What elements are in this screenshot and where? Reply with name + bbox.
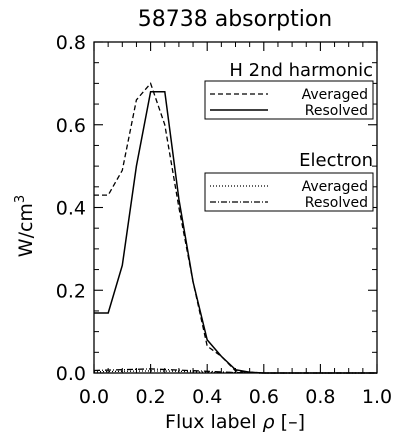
x-tick-label: 0.2 bbox=[135, 386, 165, 408]
x-axis-label-text: Flux label bbox=[165, 411, 256, 433]
x-tick-label: 1.0 bbox=[362, 386, 392, 408]
x-tick-label: 0.4 bbox=[192, 386, 222, 408]
legend-label-electron-resolved: Resolved bbox=[305, 195, 368, 211]
series-line-h-2nd-harmonic-resolved bbox=[94, 90, 377, 374]
legend-label-h2-resolved: Resolved bbox=[305, 103, 368, 119]
y-tick-label: 0.0 bbox=[56, 363, 86, 385]
y-tick-label: 0.2 bbox=[56, 280, 86, 302]
y-tick-label: 0.8 bbox=[56, 32, 86, 54]
x-axis-label-unit: [–] bbox=[281, 411, 305, 433]
legend-label-electron-averaged: Averaged bbox=[302, 179, 368, 195]
x-tick-label: 0.0 bbox=[79, 386, 109, 408]
legend-box-h2 bbox=[204, 80, 374, 120]
y-axis-label-text: W/cm bbox=[15, 203, 37, 257]
legend-heading-h2: H 2nd harmonic bbox=[229, 60, 373, 81]
y-tick-label: 0.6 bbox=[56, 115, 86, 137]
legend-heading-electron: Electron bbox=[299, 150, 373, 171]
axes: 0.0 0.2 0.4 0.6 0.8 1.0 0.0 0.2 0.4 0.6 0.8 bbox=[56, 32, 392, 408]
legend-box-electron bbox=[204, 172, 374, 212]
legend-label-h2-averaged: Averaged bbox=[302, 87, 368, 103]
series-line-electron-resolved bbox=[93, 368, 377, 374]
chart-title: 58738 absorption bbox=[138, 7, 333, 32]
x-tick-label: 0.6 bbox=[249, 386, 279, 408]
series-line-h-2nd-harmonic-averaged bbox=[94, 82, 377, 374]
y-tick-label: 0.4 bbox=[56, 198, 86, 220]
x-axis-label: Flux label ρ [–] bbox=[165, 411, 305, 433]
x-axis-label-symbol: ρ bbox=[263, 411, 275, 433]
x-tick-label: 0.8 bbox=[305, 386, 335, 408]
y-axis-label: W/cm3 bbox=[13, 195, 37, 257]
y-axis-label-exponent: 3 bbox=[13, 195, 28, 203]
series-layer bbox=[93, 82, 377, 374]
